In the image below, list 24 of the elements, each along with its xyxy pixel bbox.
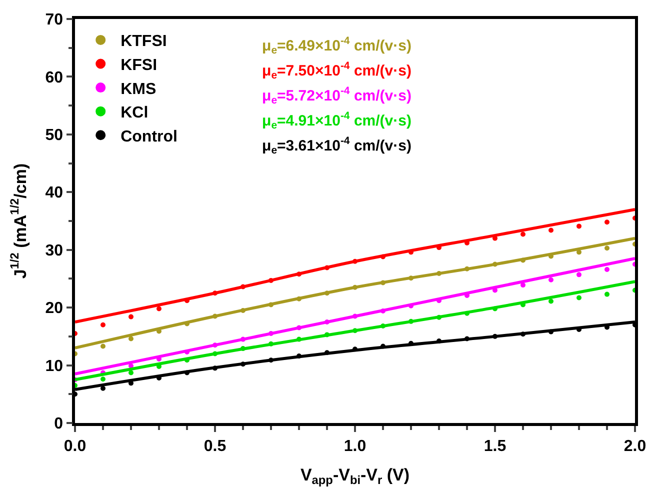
legend-label: Control [120,128,178,146]
y-tick-label: 60 [45,69,64,86]
y-tick-label: 50 [45,127,64,144]
annotation: μ$_{e}$=5.72×10$^{-4}$ cm/(v·s) [262,85,412,106]
annotation: μ$_{e}$=4.91×10$^{-4}$ cm/(v·s) [262,110,412,132]
y-tick-label: 70 [45,12,64,29]
legend-label: KCl [120,104,148,122]
annotation: μ$_{e}$=7.50×10$^{-4}$ cm/(v·s) [262,60,412,82]
legend-label: KTFSI [120,33,167,50]
legend-label: KMS [120,80,156,98]
y-tick-label: 20 [45,300,64,318]
x-axis-title: V$_{app}$-V$_{bi}$-V$_{r}$ (V) [300,465,410,487]
x-tick-label: 1.5 [484,438,506,455]
x-tick-label: 1.0 [344,438,366,455]
x-tick-label: 0.5 [204,438,226,455]
y-tick-label: 0 [54,416,64,433]
x-tick-label: 0.0 [64,438,86,455]
legend-label: KFSI [120,56,158,74]
y-tick-label: 10 [45,358,64,375]
annotation: μ$_{e}$=3.61×10$^{-4}$ cm/(v·s) [262,135,412,156]
x-tick-label: 2.0 [624,438,646,455]
annotation: μ$_{e}$=6.49×10$^{-4}$ cm/(v·s) [262,35,412,56]
y-tick-label: 30 [45,242,64,260]
y-tick-label: 40 [45,184,64,202]
